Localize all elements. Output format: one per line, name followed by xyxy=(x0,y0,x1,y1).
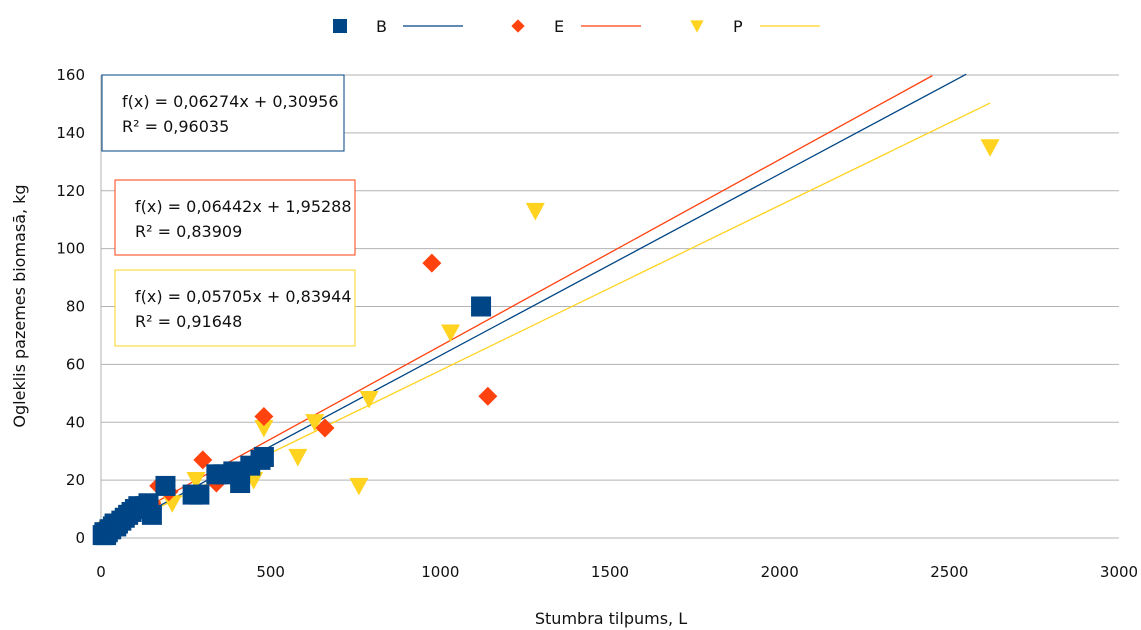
point-P xyxy=(186,472,206,490)
equation-box-P xyxy=(114,269,356,347)
y-tick-label: 60 xyxy=(66,355,85,373)
data-points xyxy=(92,139,1000,546)
r-squared-text: R² = 0,83909 xyxy=(135,222,242,241)
r-squared-text: R² = 0,96035 xyxy=(122,117,229,136)
y-tick-label: 160 xyxy=(56,66,85,84)
y-tick-labels: 0 20 40 60 80 100 120 140 160 xyxy=(56,66,85,547)
point-P xyxy=(288,448,308,467)
point-E xyxy=(478,386,498,406)
point-B xyxy=(189,484,210,505)
point-E xyxy=(422,253,442,273)
legend-label-P: P xyxy=(733,17,743,36)
point-B xyxy=(471,296,492,317)
x-tick-labels: 0 500 1000 1500 2000 2500 3000 xyxy=(96,563,1138,581)
equation-boxes: f(x) = 0,06274x + 0,30956 R² = 0,96035 f(x… xyxy=(101,74,356,347)
equation-box-E xyxy=(114,179,356,256)
x-tick-label: 2500 xyxy=(930,563,968,581)
point-P xyxy=(525,202,545,221)
legend-marker-B xyxy=(333,19,347,33)
point-E xyxy=(254,406,274,426)
legend-label-E: E xyxy=(554,17,564,36)
equation-text: f(x) = 0,06274x + 0,30956 xyxy=(122,92,339,111)
y-tick-label: 140 xyxy=(56,124,85,142)
y-tick-label: 0 xyxy=(75,529,85,547)
point-P xyxy=(254,419,274,438)
point-B xyxy=(253,446,274,467)
y-tick-label: 120 xyxy=(56,182,85,200)
x-tick-label: 1000 xyxy=(421,563,459,581)
point-P xyxy=(349,477,369,496)
y-tick-label: 40 xyxy=(66,413,85,431)
equation-text: f(x) = 0,06442x + 1,95288 xyxy=(135,197,352,216)
legend-label-B: B xyxy=(376,17,387,36)
point-P xyxy=(441,324,461,343)
equation-box-B xyxy=(101,74,345,152)
equation-text: f(x) = 0,05705x + 0,83944 xyxy=(135,287,352,306)
point-E xyxy=(315,418,335,438)
point-B xyxy=(141,504,162,525)
point-B xyxy=(230,473,251,494)
y-axis-title: Ogleklis pazemes biomasā, kg xyxy=(10,184,29,427)
point-P xyxy=(305,414,325,432)
trend-line-E xyxy=(100,75,933,533)
legend-marker-P xyxy=(690,20,704,33)
legend-marker-E xyxy=(511,19,525,33)
point-P xyxy=(359,391,379,409)
x-tick-label: 500 xyxy=(256,563,285,581)
r-squared-text: R² = 0,91648 xyxy=(135,312,242,331)
x-tick-label: 2000 xyxy=(761,563,799,581)
y-tick-label: 20 xyxy=(66,471,85,489)
x-tick-label: 3000 xyxy=(1100,563,1138,581)
x-tick-label: 0 xyxy=(96,563,106,581)
point-P xyxy=(980,139,1000,157)
x-tick-label: 1500 xyxy=(591,563,629,581)
x-axis-title: Stumbra tilpums, L xyxy=(535,609,687,628)
point-B xyxy=(155,475,176,496)
y-tick-label: 100 xyxy=(56,240,85,258)
y-tick-label: 80 xyxy=(66,298,85,316)
